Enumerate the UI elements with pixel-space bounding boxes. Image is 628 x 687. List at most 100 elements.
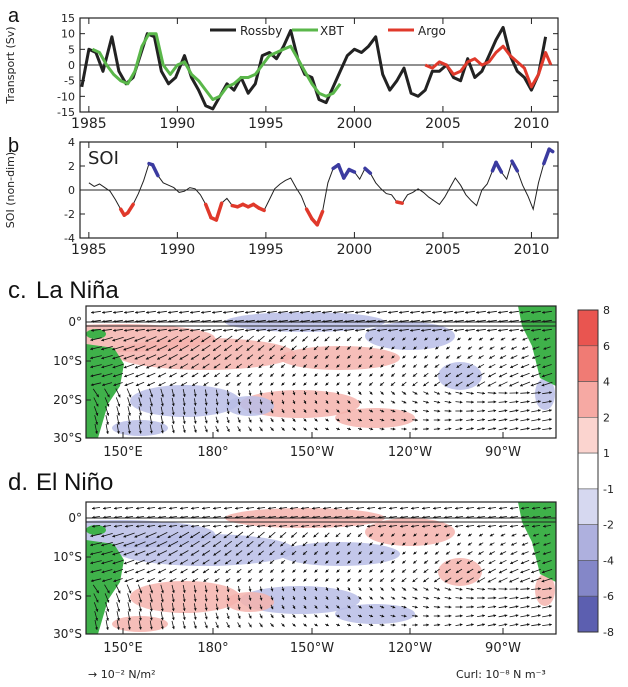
y-tick-label: 20°S bbox=[53, 589, 82, 603]
wind-stress-arrowhead bbox=[179, 348, 183, 351]
wind-stress-arrowhead bbox=[366, 328, 369, 332]
wind-stress-arrowhead bbox=[180, 570, 184, 574]
wind-stress-arrowhead bbox=[426, 623, 429, 627]
wind-stress-arrowhead bbox=[248, 624, 252, 628]
wind-stress-arrowhead bbox=[543, 337, 547, 341]
wind-stress-arrowhead bbox=[549, 596, 552, 599]
wind-stress-arrowhead bbox=[215, 607, 219, 611]
panel-b-series bbox=[88, 147, 555, 227]
y-tick-label: 20°S bbox=[53, 393, 82, 407]
wind-stress-arrowhead bbox=[168, 310, 171, 314]
wind-stress-arrowhead bbox=[112, 347, 116, 351]
wind-stress-arrowhead bbox=[258, 365, 262, 368]
wind-stress-arrowhead bbox=[499, 365, 503, 368]
wind-stress-arrowhead bbox=[281, 606, 285, 609]
y-tick-label: 30°S bbox=[53, 627, 82, 641]
wind-stress-arrowhead bbox=[434, 579, 437, 583]
wind-stress-arrowhead bbox=[448, 605, 452, 609]
wind-stress-arrowhead bbox=[457, 542, 460, 546]
wind-stress-arrowhead bbox=[291, 534, 294, 538]
wind-stress-arrowhead bbox=[125, 506, 128, 510]
wind-stress-arrowhead bbox=[347, 364, 351, 368]
wind-stress-arrowhead bbox=[412, 374, 416, 377]
legend-rossby-label: Rossby bbox=[240, 24, 282, 38]
panel-a-legend: Rossby XBT Argo bbox=[210, 24, 446, 38]
wind-stress-arrowhead bbox=[336, 364, 340, 368]
wind-stress-arrowhead bbox=[160, 617, 164, 621]
curl-units-label: Curl: 10⁻⁸ N m⁻³ bbox=[456, 668, 546, 681]
wind-stress-arrowhead bbox=[314, 418, 318, 422]
wind-stress-arrowhead bbox=[415, 427, 418, 431]
wind-stress-arrowhead bbox=[336, 427, 340, 431]
wind-stress-arrowhead bbox=[347, 569, 351, 573]
wind-stress-arrowhead bbox=[171, 608, 175, 612]
soi-negative-segment bbox=[214, 201, 224, 222]
wind-stress-arrowhead bbox=[269, 356, 273, 360]
wind-stress-arrowhead bbox=[156, 348, 160, 351]
wind-stress-arrowhead bbox=[224, 356, 228, 360]
wind-stress-arrowhead bbox=[281, 373, 285, 377]
wind-stress-arrowhead bbox=[191, 561, 195, 565]
wind-stress-arrowhead bbox=[444, 383, 448, 387]
wind-stress-arrowhead bbox=[466, 506, 469, 510]
wind-stress-arrowhead bbox=[90, 579, 94, 583]
wind-stress-arrowhead bbox=[471, 427, 474, 431]
wind-stress-arrowhead bbox=[268, 524, 271, 528]
x-tick-label: 150°W bbox=[290, 445, 334, 460]
wind-stress-arrowhead bbox=[236, 365, 240, 369]
wind-stress-arrowhead bbox=[268, 506, 271, 510]
wind-stress-arrowhead bbox=[347, 391, 351, 395]
wind-stress-arrowhead bbox=[259, 373, 262, 377]
wind-stress-arrowhead bbox=[203, 374, 206, 377]
wind-stress-arrowhead bbox=[270, 606, 274, 610]
soi-negative-segment bbox=[203, 202, 213, 220]
x-tick-label: 2005 bbox=[425, 242, 461, 258]
wind-stress-arrowhead bbox=[404, 427, 407, 431]
wind-stress-arrowhead bbox=[325, 418, 329, 422]
wind-stress-arrowhead bbox=[112, 365, 116, 369]
wind-stress-arrowhead bbox=[369, 364, 373, 368]
wind-stress-arrowhead bbox=[139, 403, 142, 407]
wind-stress-arrowhead bbox=[102, 310, 105, 314]
wind-stress-arrowhead bbox=[521, 346, 525, 350]
panel-b-ylabel: SOI (non-dim) bbox=[4, 152, 17, 228]
wind-stress-arrowhead bbox=[226, 411, 230, 414]
wind-stress-arrowhead bbox=[270, 401, 274, 405]
wind-stress-arrowhead bbox=[358, 364, 362, 368]
wind-stress-arrowhead bbox=[369, 596, 373, 600]
panel-c-label: c. bbox=[8, 277, 27, 304]
wind-stress-arrowhead bbox=[443, 328, 446, 332]
wind-stress-arrowhead bbox=[259, 392, 263, 396]
wind-stress-arrowhead bbox=[215, 393, 219, 397]
wind-stress-arrowhead bbox=[414, 605, 418, 609]
wind-stress-arrowhead bbox=[325, 605, 329, 609]
wind-stress-arrowhead bbox=[432, 328, 435, 332]
colorbar-label: -2 bbox=[603, 519, 614, 532]
wind-stress-arrowhead bbox=[270, 392, 274, 396]
y-tick-label: -5 bbox=[64, 75, 75, 88]
wind-stress-arrowhead bbox=[135, 374, 139, 378]
wind-stress-arrowhead bbox=[314, 409, 318, 413]
wind-stress-arrowhead bbox=[543, 524, 546, 528]
wind-stress-arrowhead bbox=[516, 587, 519, 591]
wind-stress-arrowhead bbox=[413, 364, 416, 368]
wind-stress-arrowhead bbox=[292, 409, 296, 413]
wind-stress-arrowhead bbox=[270, 569, 274, 573]
wind-stress-arrowhead bbox=[248, 393, 252, 396]
wind-stress-arrowhead bbox=[424, 337, 428, 341]
wind-stress-arrowhead bbox=[358, 569, 362, 573]
wind-stress-arrowhead bbox=[135, 383, 139, 387]
wind-stress-arrowhead bbox=[114, 506, 117, 510]
wind-stress-arrowhead bbox=[128, 403, 132, 407]
wind-stress-arrowhead bbox=[149, 608, 153, 612]
wind-stress-arrowhead bbox=[549, 623, 552, 627]
soi-positive-segment bbox=[547, 147, 555, 154]
y-tick-label: 10 bbox=[61, 28, 75, 41]
wind-stress-arrowhead bbox=[215, 598, 219, 602]
wind-stress-arrowhead bbox=[477, 383, 480, 387]
wind-stress-arrowhead bbox=[448, 409, 452, 413]
wind-stress-arrowhead bbox=[348, 623, 351, 627]
wind-stress-arrowhead bbox=[541, 383, 545, 387]
x-tick-label: 1995 bbox=[248, 116, 284, 132]
wind-stress-arrowhead bbox=[212, 328, 215, 332]
